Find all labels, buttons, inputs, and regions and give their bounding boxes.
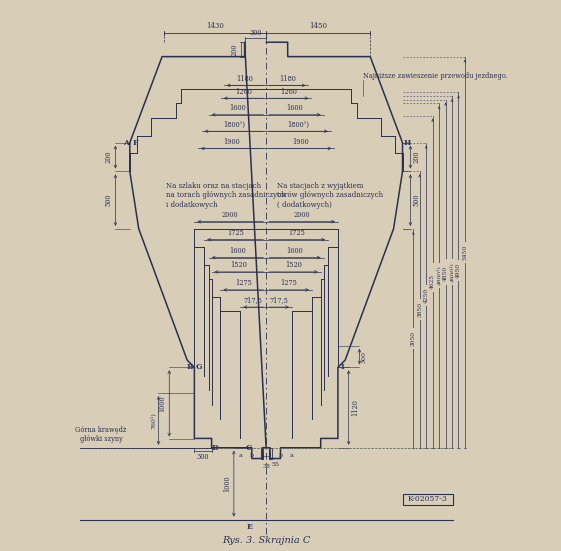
Text: H: H <box>403 139 411 147</box>
Text: G: G <box>195 363 202 371</box>
Text: a: a <box>238 453 242 458</box>
Text: 38: 38 <box>262 463 270 468</box>
Text: 1120: 1120 <box>351 399 359 416</box>
Text: 1180: 1180 <box>279 75 296 83</box>
Bar <box>269 448 272 458</box>
Text: B: B <box>187 363 194 371</box>
Text: 300: 300 <box>362 350 367 363</box>
Text: 1600: 1600 <box>229 247 246 255</box>
Text: 4250: 4250 <box>424 288 429 303</box>
Text: Na szlaku oraz na stacjach
na torach głównych zasadniczych
i dodatkowych: Na szlaku oraz na stacjach na torach głó… <box>165 182 286 209</box>
Text: 1430: 1430 <box>206 22 224 30</box>
Text: 200: 200 <box>231 43 239 56</box>
Text: b: b <box>278 453 283 458</box>
Text: 55: 55 <box>271 462 279 467</box>
Text: 2000: 2000 <box>294 211 310 219</box>
Text: 717,5: 717,5 <box>244 296 263 304</box>
Text: Rys. 3. Skrajnia C: Rys. 3. Skrajnia C <box>222 536 310 544</box>
Text: 5450: 5450 <box>462 245 467 260</box>
Text: 3050: 3050 <box>411 331 416 346</box>
Text: 1800¹): 1800¹) <box>223 121 245 129</box>
Text: a: a <box>290 453 294 458</box>
Text: 1600: 1600 <box>287 247 304 255</box>
Text: 4850: 4850 <box>443 266 448 281</box>
Text: 1000: 1000 <box>158 395 167 412</box>
Text: 1000: 1000 <box>223 476 231 492</box>
Text: 1520: 1520 <box>285 261 302 269</box>
Text: K-02057-3: K-02057-3 <box>408 495 448 504</box>
Text: 1260: 1260 <box>280 88 297 96</box>
Text: b: b <box>250 453 254 458</box>
Text: 200: 200 <box>413 151 421 163</box>
Text: 300: 300 <box>249 29 261 36</box>
Text: C: C <box>245 444 251 452</box>
Text: 1450: 1450 <box>309 22 327 30</box>
Text: Górna krawędż
główki szyny: Górna krawędż główki szyny <box>75 425 127 442</box>
Text: 1520: 1520 <box>231 261 247 269</box>
Text: A: A <box>123 139 129 147</box>
Text: 1275: 1275 <box>280 279 297 287</box>
Text: 1900: 1900 <box>224 138 241 146</box>
Text: 2000: 2000 <box>222 211 238 219</box>
Text: 4800¹): 4800¹) <box>436 266 442 285</box>
Text: 3850: 3850 <box>417 302 422 317</box>
Text: 1260: 1260 <box>235 88 252 96</box>
Text: F: F <box>133 139 138 147</box>
Text: Najniższe zawieszenie przewodu jezdnego.: Najniższe zawieszenie przewodu jezdnego. <box>363 72 508 80</box>
Text: 1725: 1725 <box>227 229 243 237</box>
Text: Na stacjach z wyjątkiem
torów głównych zasadniczych
( dodatkowych): Na stacjach z wyjątkiem torów głównych z… <box>277 182 383 209</box>
Text: 4950: 4950 <box>456 263 461 278</box>
Text: 4625: 4625 <box>430 274 435 289</box>
Text: D: D <box>211 444 218 452</box>
Text: 1900: 1900 <box>292 138 309 146</box>
Text: 300: 300 <box>197 453 209 462</box>
Text: 760¹): 760¹) <box>150 412 155 429</box>
Text: 717,5: 717,5 <box>270 296 288 304</box>
Text: 200: 200 <box>104 151 113 163</box>
Text: 1180: 1180 <box>237 75 254 83</box>
Text: 1725: 1725 <box>289 229 306 237</box>
Text: 1600: 1600 <box>287 104 304 112</box>
Text: I: I <box>341 363 344 371</box>
Text: 1600: 1600 <box>229 104 246 112</box>
Text: 500: 500 <box>413 194 421 207</box>
Text: 500: 500 <box>104 194 113 207</box>
Text: 1275: 1275 <box>235 279 252 287</box>
Text: E: E <box>247 523 252 531</box>
Text: 4900¹): 4900¹) <box>449 262 455 282</box>
Text: 1800¹): 1800¹) <box>287 121 310 129</box>
Bar <box>261 448 263 458</box>
